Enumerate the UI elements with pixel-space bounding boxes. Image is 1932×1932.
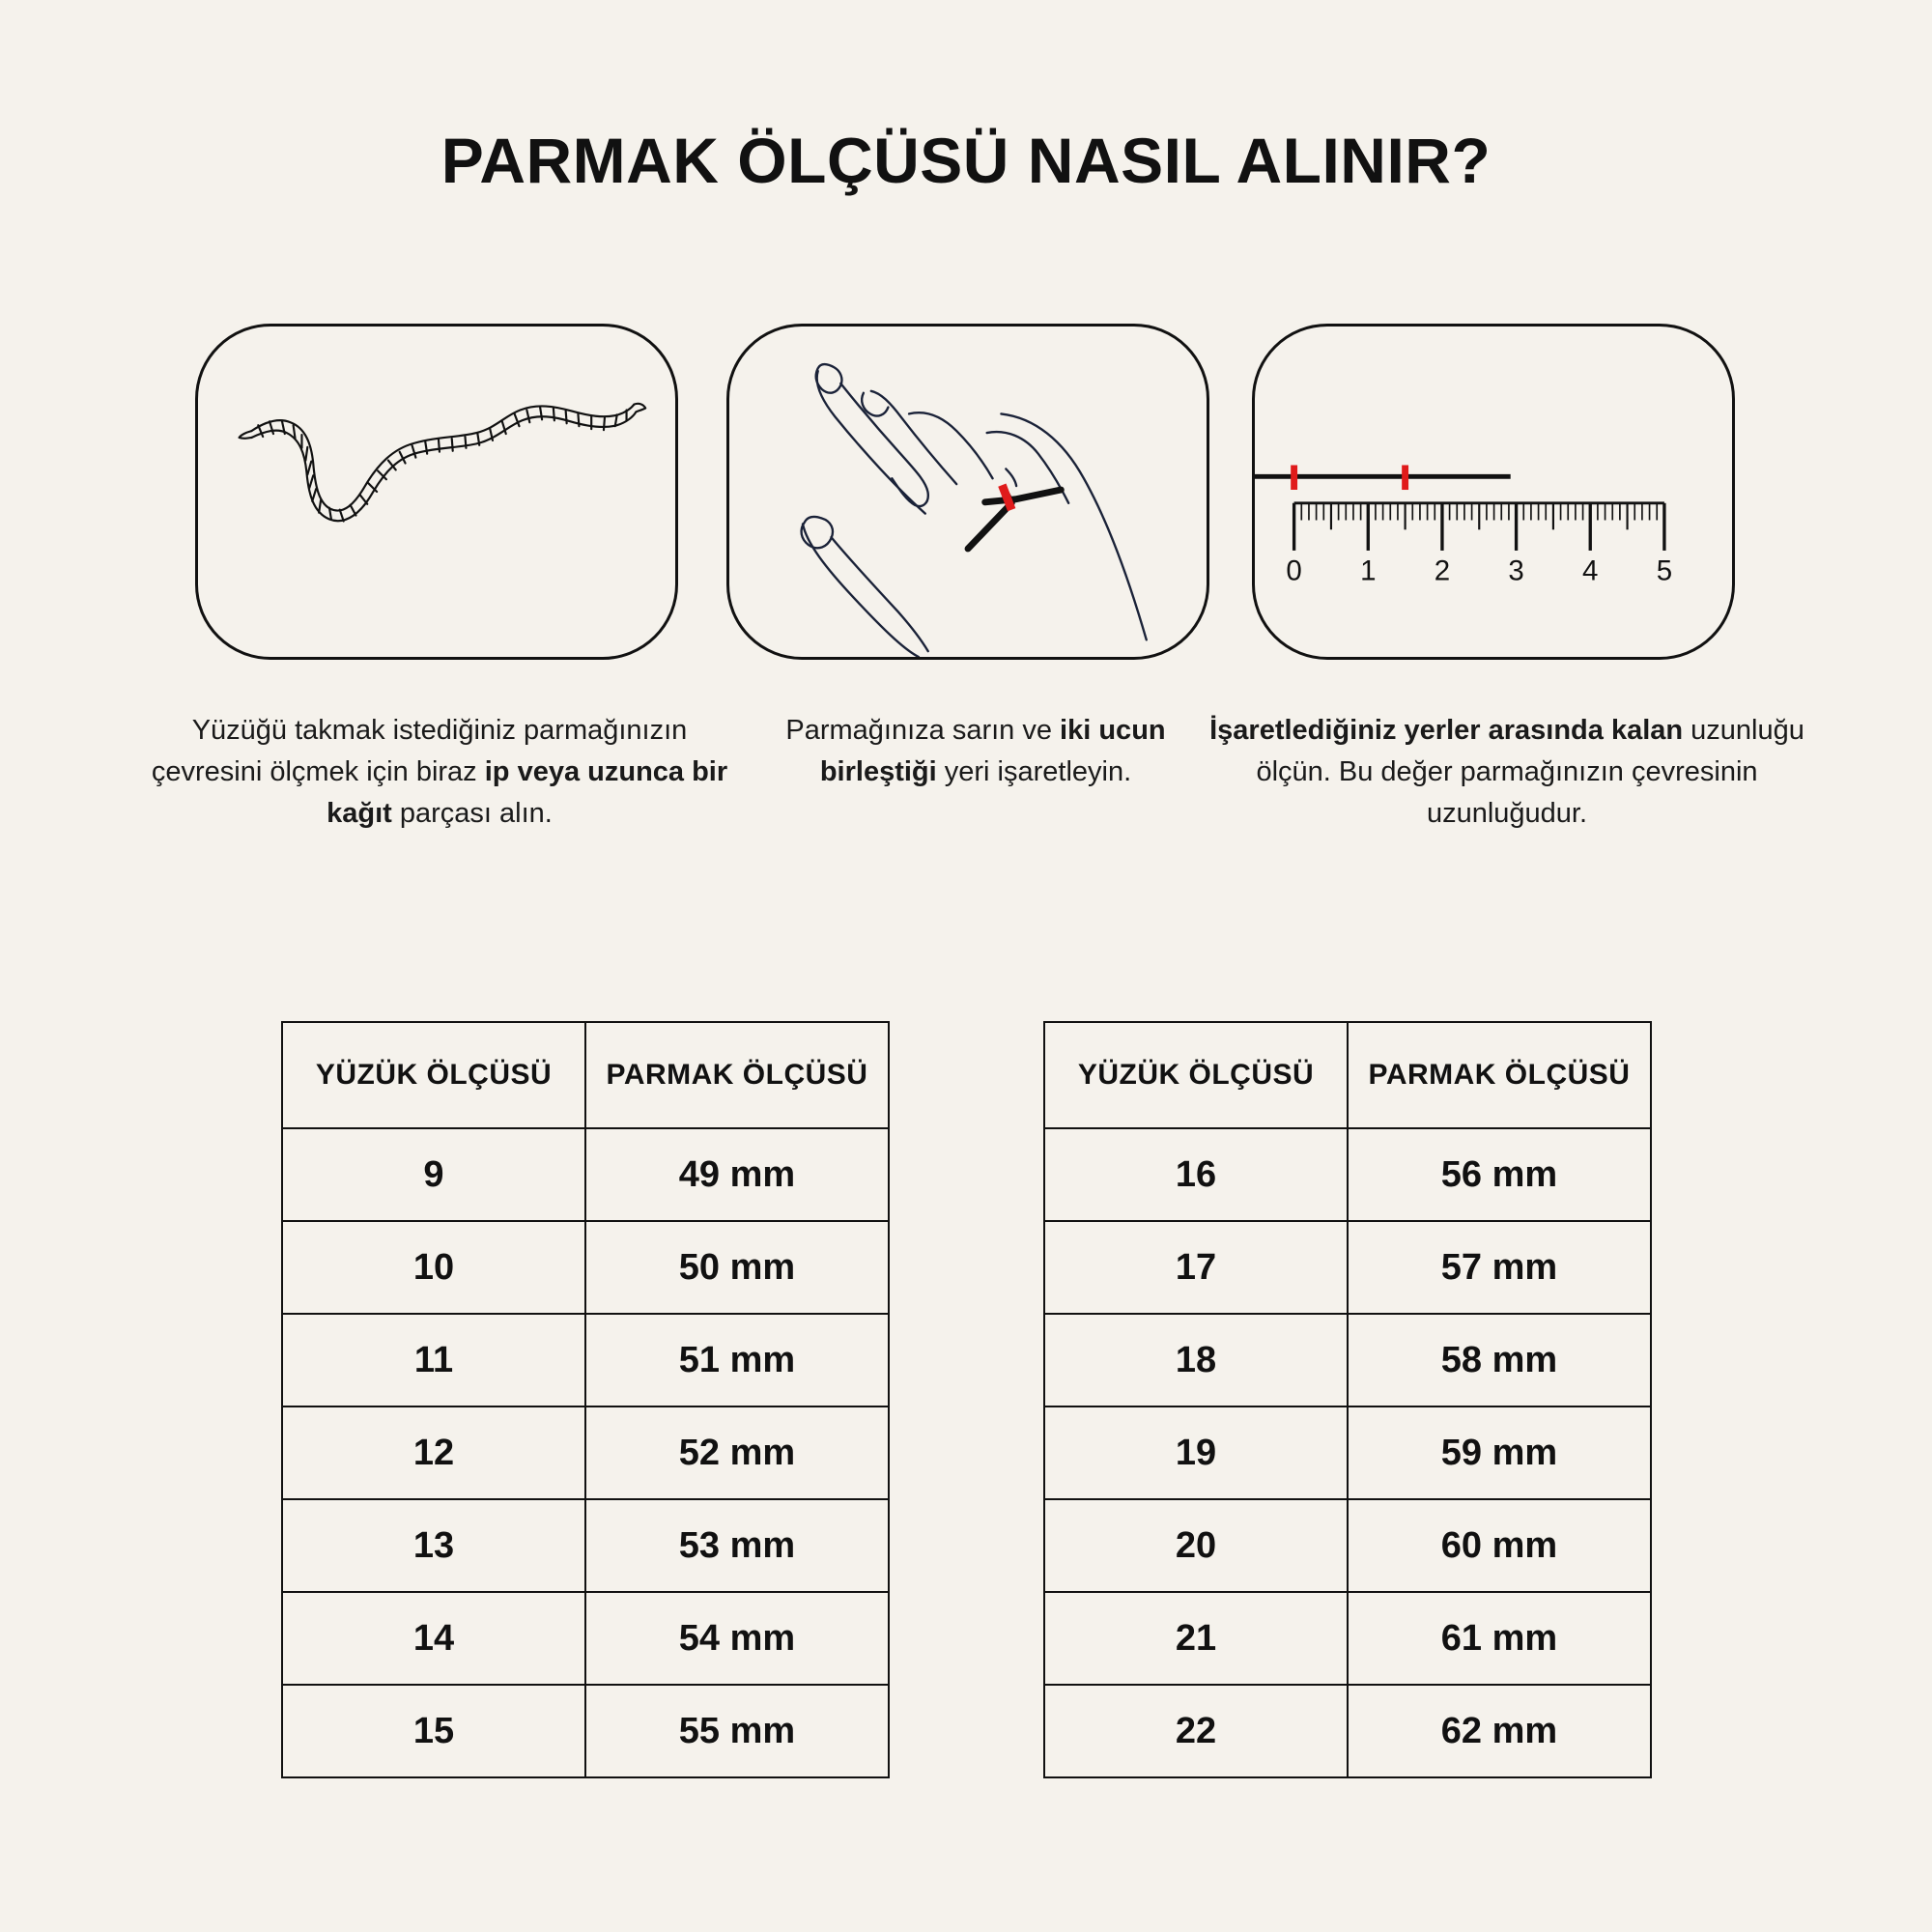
cell-finger-size: 52 mm (584, 1406, 890, 1500)
table-header-row: YÜZÜK ÖLÇÜSÜ PARMAK ÖLÇÜSÜ (1043, 1021, 1652, 1129)
table-body-left: 9 49 mm 10 50 mm 11 51 mm 12 52 mm 13 53 mm 14 54 m… (281, 1127, 890, 1778)
cell-finger-size: 61 mm (1347, 1591, 1652, 1686)
cell-ring-size: 18 (1043, 1313, 1349, 1407)
cell-ring-size: 21 (1043, 1591, 1349, 1686)
ruler-icon: 0 1 2 3 4 5 (1255, 465, 1672, 586)
cell-ring-size: 15 (281, 1684, 586, 1778)
cell-ring-size: 14 (281, 1591, 586, 1686)
cell-ring-size: 19 (1043, 1406, 1349, 1500)
cell-finger-size: 60 mm (1347, 1498, 1652, 1593)
step-3-illustration-card: 0 1 2 3 4 5 (1252, 324, 1735, 660)
column-header-finger-size: PARMAK ÖLÇÜSÜ (584, 1021, 890, 1129)
ruler-label-4: 4 (1582, 554, 1598, 586)
ruler-label-0: 0 (1286, 554, 1301, 586)
table-row: 16 56 mm (1043, 1127, 1652, 1222)
table-row: 13 53 mm (281, 1498, 890, 1593)
column-header-finger-size: PARMAK ÖLÇÜSÜ (1347, 1021, 1652, 1129)
cell-ring-size: 16 (1043, 1127, 1349, 1222)
table-body-right: 16 56 mm 17 57 mm 18 58 mm 19 59 mm 20 60 mm 21 61 … (1043, 1127, 1652, 1778)
hand-with-string-icon (800, 362, 1148, 657)
cell-finger-size: 49 mm (584, 1127, 890, 1222)
string-on-finger (964, 486, 1065, 553)
caption-emphasis: iki ucun birleştiği (819, 715, 1166, 787)
cell-finger-size: 54 mm (584, 1591, 890, 1686)
caption-text: uzunluğu ölçün. Bu değer parmağınızın çe… (1256, 715, 1804, 829)
ruler-label-3: 3 (1508, 554, 1523, 586)
cell-finger-size: 56 mm (1347, 1127, 1652, 1222)
step-2-illustration-card (726, 324, 1209, 660)
caption-text: Parmağınıza sarın ve (785, 715, 1061, 746)
table-row: 14 54 mm (281, 1591, 890, 1686)
table-row: 11 51 mm (281, 1313, 890, 1407)
ruler-label-1: 1 (1360, 554, 1376, 586)
cell-ring-size: 20 (1043, 1498, 1349, 1593)
table-row: 20 60 mm (1043, 1498, 1652, 1593)
step-1-illustration-card (195, 324, 678, 660)
caption-text: parçası alın. (391, 798, 553, 829)
cell-finger-size: 53 mm (584, 1498, 890, 1593)
step-3-caption: İşaretlediğiniz yerler arasında kalan uz… (1208, 710, 1806, 835)
cell-ring-size: 12 (281, 1406, 586, 1500)
table-row: 18 58 mm (1043, 1313, 1652, 1407)
caption-emphasis: İşaretlediğiniz yerler arasında kalan (1209, 715, 1684, 746)
column-header-ring-size: YÜZÜK ÖLÇÜSÜ (1043, 1021, 1349, 1129)
page-title: PARMAK ÖLÇÜSÜ NASIL ALINIR? (440, 125, 1492, 196)
cell-finger-size: 58 mm (1347, 1313, 1652, 1407)
table-row: 17 57 mm (1043, 1220, 1652, 1315)
cell-ring-size: 11 (281, 1313, 586, 1407)
table-row: 19 59 mm (1043, 1406, 1652, 1500)
caption-emphasis: ip veya uzunca bir kağıt (327, 756, 728, 829)
table-row: 15 55 mm (281, 1684, 890, 1778)
cell-ring-size: 13 (281, 1498, 586, 1593)
ring-size-table-right: YÜZÜK ÖLÇÜSÜ PARMAK ÖLÇÜSÜ 16 56 mm 17 57 m… (1043, 1021, 1652, 1778)
cell-ring-size: 17 (1043, 1220, 1349, 1315)
cell-finger-size: 59 mm (1347, 1406, 1652, 1500)
step-1-caption: Yüzüğü takmak istediğiniz parmağınızın ç… (135, 710, 744, 835)
caption-text: Yüzüğü takmak istediğiniz parmağınızın ç… (151, 715, 688, 787)
step-2-caption: Parmağınıza sarın ve iki ucun birleştiği… (734, 710, 1217, 793)
table-row: 9 49 mm (281, 1127, 890, 1222)
caption-text: yeri işaretleyin. (936, 756, 1132, 787)
ruler-label-5: 5 (1657, 554, 1672, 586)
captions-row: Yüzüğü takmak istediğiniz parmağınızın ç… (0, 710, 1932, 865)
rope-icon (238, 402, 647, 523)
cell-finger-size: 55 mm (584, 1684, 890, 1778)
ruler-label-2: 2 (1435, 554, 1450, 586)
ring-size-table-left: YÜZÜK ÖLÇÜSÜ PARMAK ÖLÇÜSÜ 9 49 mm 10 50 mm… (281, 1021, 890, 1778)
column-header-ring-size: YÜZÜK ÖLÇÜSÜ (281, 1021, 586, 1129)
cell-ring-size: 9 (281, 1127, 586, 1222)
cell-finger-size: 62 mm (1347, 1684, 1652, 1778)
table-row: 22 62 mm (1043, 1684, 1652, 1778)
cell-finger-size: 50 mm (584, 1220, 890, 1315)
table-row: 12 52 mm (281, 1406, 890, 1500)
illustration-cards-row: 0 1 2 3 4 5 (0, 324, 1932, 662)
table-row: 21 61 mm (1043, 1591, 1652, 1686)
red-mark-icon (998, 483, 1016, 512)
cell-finger-size: 51 mm (584, 1313, 890, 1407)
table-row: 10 50 mm (281, 1220, 890, 1315)
table-header-row: YÜZÜK ÖLÇÜSÜ PARMAK ÖLÇÜSÜ (281, 1021, 890, 1129)
cell-finger-size: 57 mm (1347, 1220, 1652, 1315)
cell-ring-size: 22 (1043, 1684, 1349, 1778)
cell-ring-size: 10 (281, 1220, 586, 1315)
